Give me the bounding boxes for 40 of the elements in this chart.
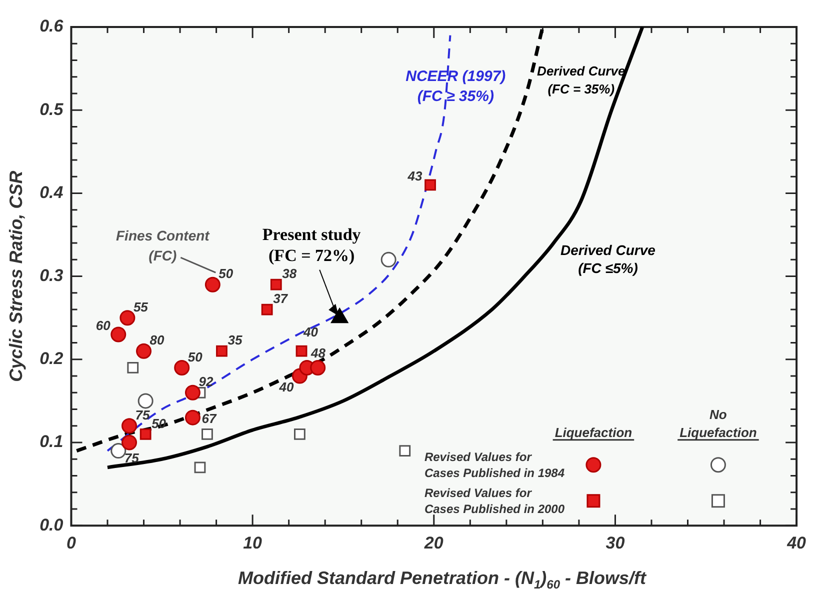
x-tick-label: 20 xyxy=(423,533,444,552)
annotation: 37 xyxy=(273,291,288,306)
annotation: 67 xyxy=(202,411,217,426)
series-label: NCEER (1997) (FC ≥ 35%) xyxy=(406,68,506,105)
annotation: Present study (FC = 72%) xyxy=(262,225,362,266)
y-tick-label: 0.1 xyxy=(40,432,64,452)
series-label: Derived Curve (FC = 35%) xyxy=(537,63,626,96)
y-tick-label: 0.5 xyxy=(40,100,64,119)
annotation: 80 xyxy=(150,332,165,348)
annotation: 35 xyxy=(228,332,243,348)
annotation: 75 xyxy=(135,407,150,422)
series-label: Derived Curve (FC ≤5%) xyxy=(560,242,656,276)
y-axis-title: Cyclic Stress Ratio, CSR xyxy=(6,170,26,382)
annotation: 75 xyxy=(124,450,140,466)
x-tick-label: 30 xyxy=(606,533,626,552)
annotation: Fines Content (FC) xyxy=(116,227,211,264)
annotation: 60 xyxy=(96,318,112,334)
annotation: 55 xyxy=(133,299,149,314)
x-tick-label: 10 xyxy=(243,533,263,552)
annotation: 92 xyxy=(198,374,214,390)
annotation: 40 xyxy=(278,380,294,395)
annotation: Liquefaction xyxy=(554,424,632,440)
x-axis-title: Modified Standard Penetration - (N$_{1}$)$_{60}$ - Blows/ft xyxy=(236,568,648,592)
annotation: 50 xyxy=(218,266,234,282)
annotation: 38 xyxy=(282,266,298,282)
y-tick-label: 0.2 xyxy=(40,349,64,368)
x-tick-label: 0 xyxy=(66,533,76,552)
annotation: No Liquefaction xyxy=(680,406,757,440)
annotation: 50 xyxy=(152,416,167,431)
legend-label: Revised Values for Cases Published in 1984 xyxy=(424,450,565,480)
y-tick-label: 0.6 xyxy=(40,16,64,36)
y-tick-label: 0.3 xyxy=(40,266,64,285)
y-tick-label: 0.0 xyxy=(40,515,64,534)
legend-label: Revised Values for Cases Published in 2000 xyxy=(424,486,565,516)
annotation: 43 xyxy=(406,168,424,184)
annotation: 50 xyxy=(188,349,204,364)
annotation: 40 xyxy=(302,324,319,340)
y-tick-label: 0.4 xyxy=(40,182,64,202)
x-tick-label: 40 xyxy=(786,533,807,552)
annotation: 48 xyxy=(310,345,326,360)
